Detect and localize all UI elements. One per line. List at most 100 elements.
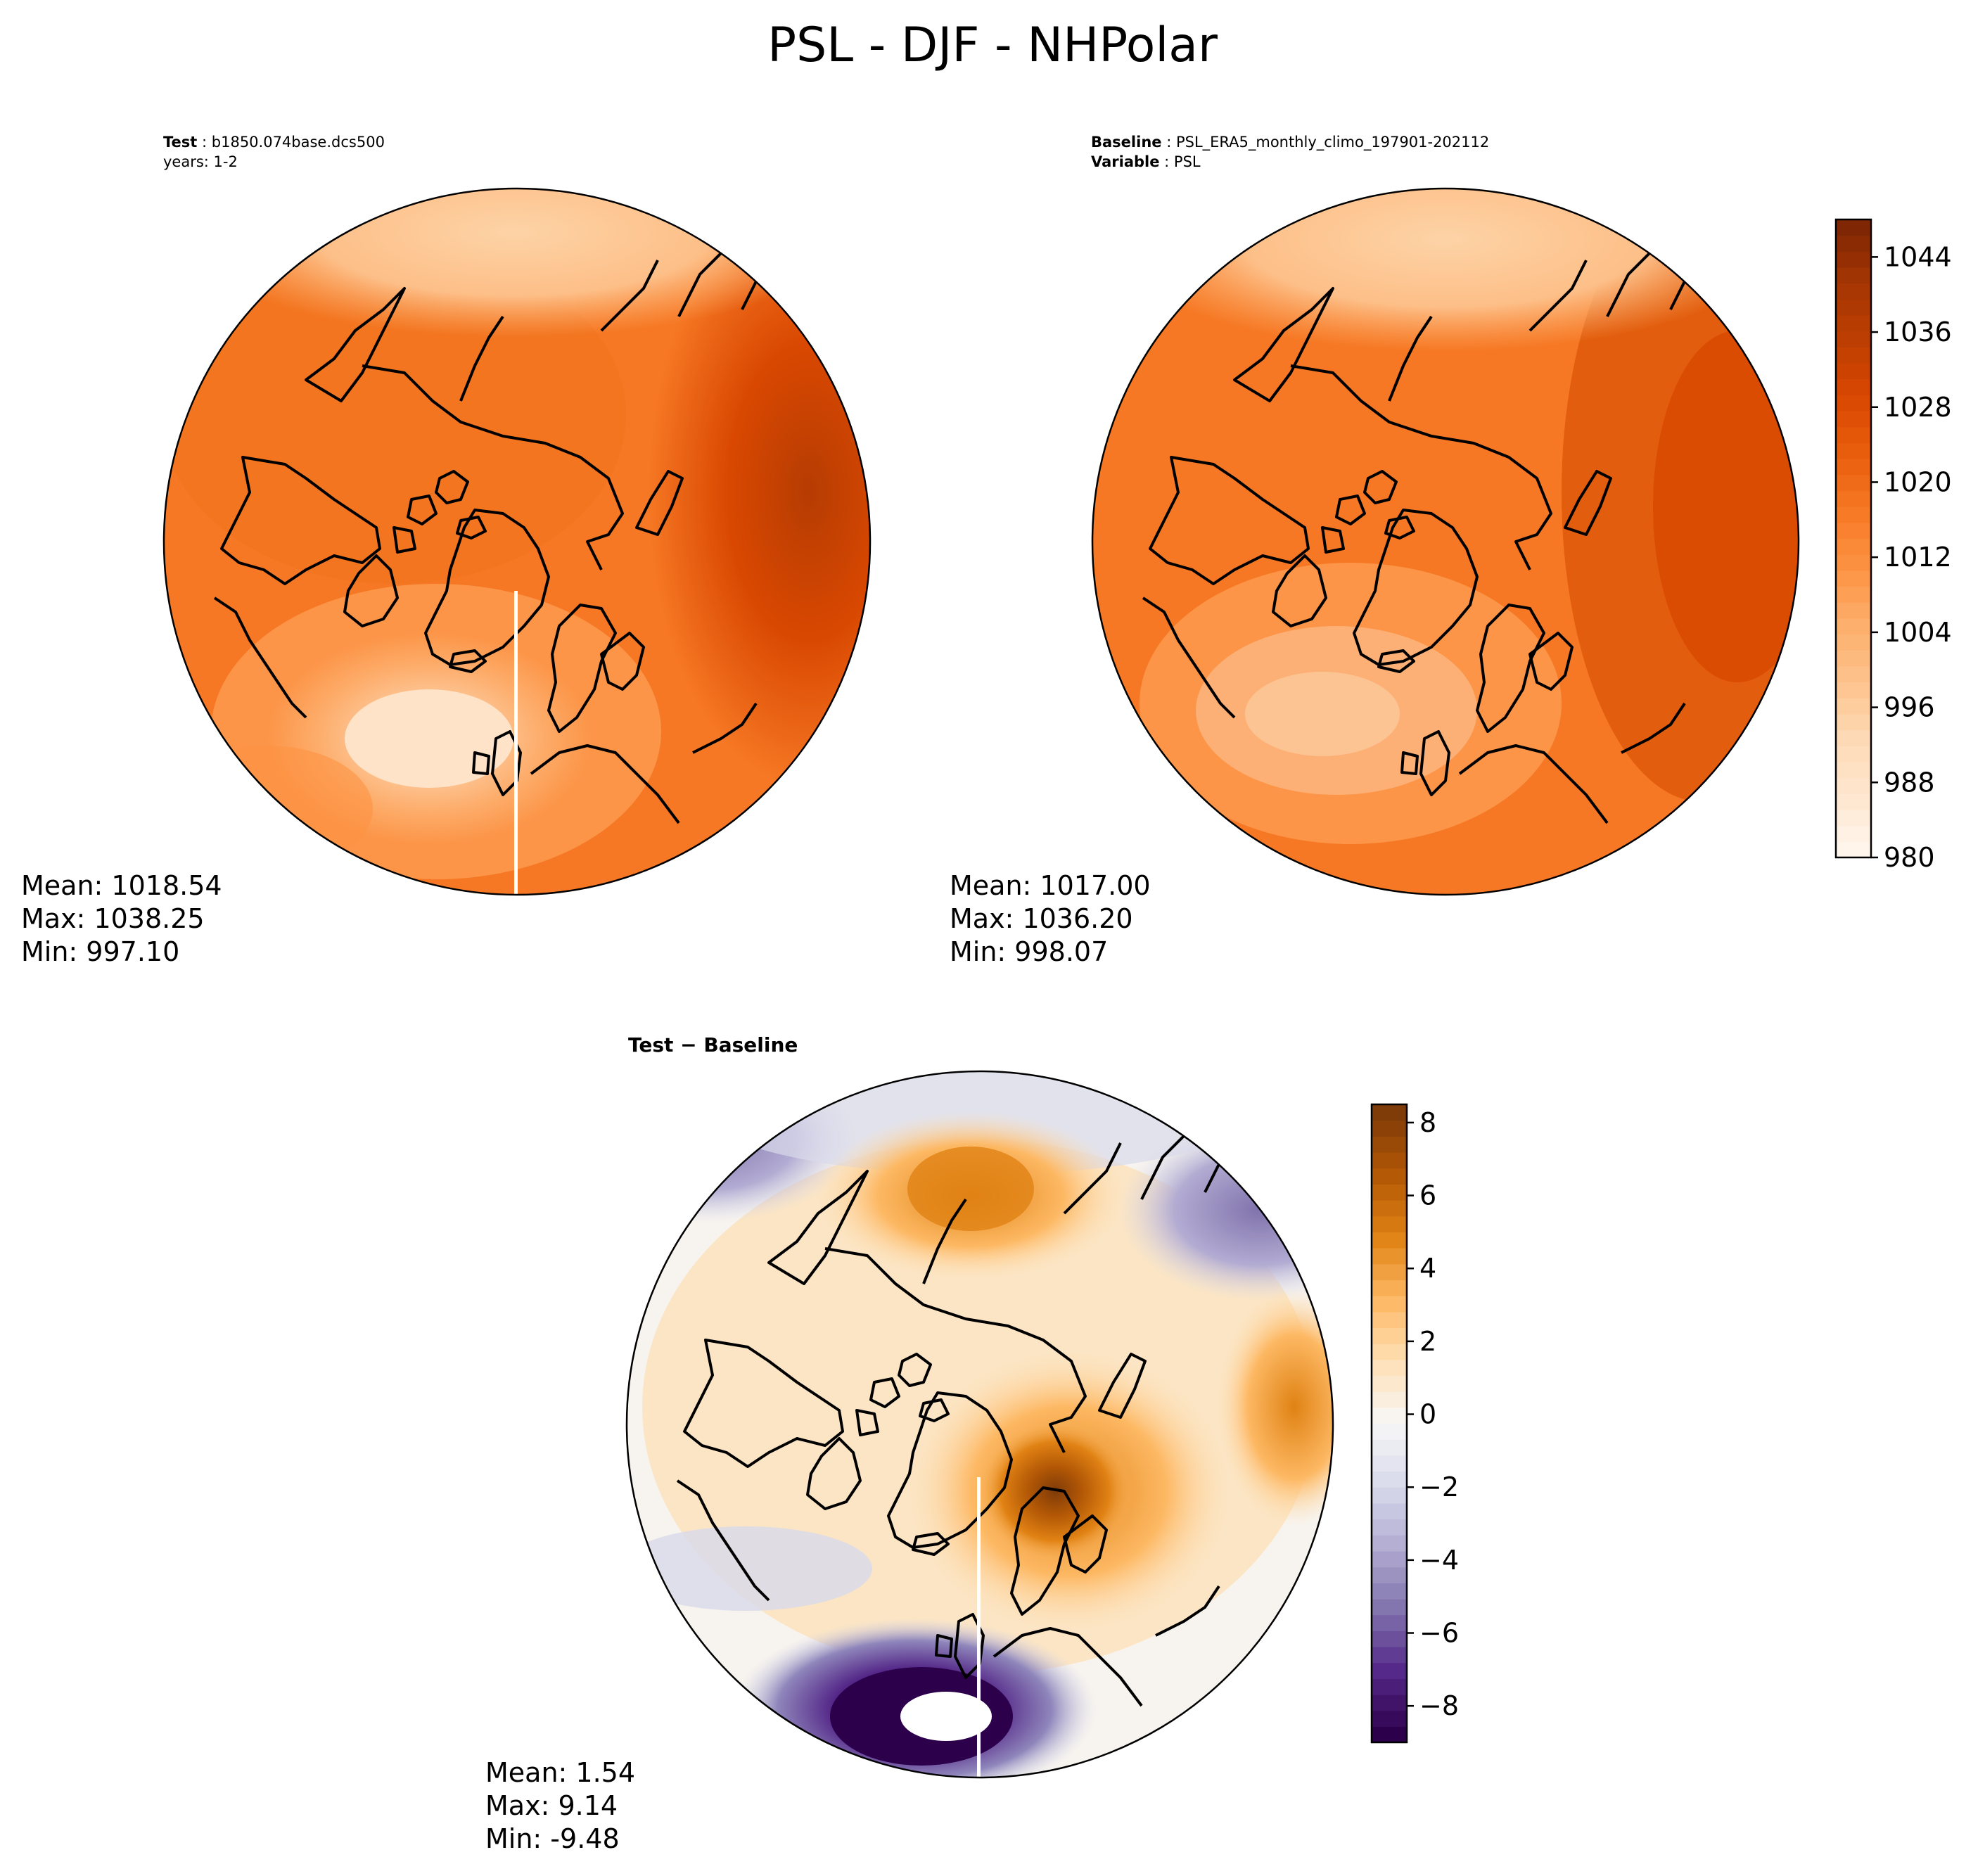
psl-colorbar-segment [1836,219,1871,236]
diff-max: Max: 9.14 [485,1790,618,1821]
diff-stats: Mean: 1.54 Max: 9.14 Min: -9.48 [485,1756,635,1856]
diff-colorbar-segment [1372,1344,1407,1360]
variable-label: Variable [1091,153,1160,170]
diff-colorbar-segment [1372,1710,1407,1727]
psl-colorbar-tick-label: 1004 [1884,617,1952,648]
psl-colorbar-segment [1836,347,1871,364]
psl-colorbar-segment [1836,698,1871,715]
psl-colorbar-segment [1836,618,1871,635]
psl-colorbar-segment [1836,426,1871,444]
diff-colorbar-segment [1372,1455,1407,1472]
diff-colorbar-tick-label: 0 [1419,1399,1436,1430]
test-stats: Mean: 1018.54 Max: 1038.25 Min: 997.10 [21,869,222,969]
psl-colorbar-segment [1836,713,1871,731]
psl-colorbar-segment [1836,474,1871,492]
psl-colorbar-segment [1836,315,1871,332]
diff-colorbar-segment [1372,1519,1407,1536]
baseline-mean: Mean: 1017.00 [950,870,1151,901]
baseline-case-name: PSL_ERA5_monthly_climo_197901-202112 [1175,134,1490,151]
diff-colorbar-segment [1372,1502,1407,1520]
psl-colorbar-segment [1836,251,1871,268]
psl-colorbar-segment [1836,459,1871,476]
diff-colorbar-segment [1372,1550,1407,1568]
psl-colorbar-tick-label: 996 [1884,692,1935,723]
baseline-case-line: Baseline : PSL_ERA5_monthly_climo_197901… [1091,132,1489,152]
diff-colorbar-tick-label: 8 [1419,1107,1436,1138]
psl-colorbar-segment [1836,602,1871,619]
diff-colorbar-segment [1372,1439,1407,1456]
variable-name: PSL [1173,153,1201,170]
diff-colorbar-segment [1372,1535,1407,1552]
baseline-label: Baseline [1091,134,1162,151]
psl-colorbar-segment [1836,395,1871,411]
psl-colorbar-segment [1836,665,1871,683]
diff-colorbar-segment [1372,1200,1407,1217]
diff-colorbar-segment [1372,1184,1407,1201]
diff-colorbar-segment [1372,1391,1407,1408]
psl-colorbar: 980 988 996 1004 1012 1020 1028 1036 1044 [1834,218,1952,873]
psl-colorbar-segment [1836,650,1871,667]
psl-colorbar-segment [1836,538,1871,555]
psl-colorbar-segment [1836,522,1871,540]
psl-colorbar-segment [1836,411,1871,428]
diff-colorbar: −8 −6 −4 −2 0 2 4 6 8 [1370,1103,1459,1744]
diff-colorbar-segment [1372,1359,1407,1377]
diff-mean: Mean: 1.54 [485,1757,636,1788]
diff-colorbar-segment [1372,1168,1407,1185]
psl-colorbar-frame [1834,218,1872,859]
psl-colorbar-segment [1836,793,1871,810]
diff-colorbar-frame [1370,1103,1408,1744]
psl-colorbar-tick-label: 1036 [1884,317,1952,347]
diff-colorbar-segment [1372,1248,1407,1265]
psl-colorbar-tick-label: 1044 [1884,241,1952,272]
diff-colorbar-segment [1372,1232,1407,1249]
diff-colorbar-segment [1372,1694,1407,1711]
diff-colorbar-segment [1372,1487,1407,1504]
diff-colorbar-segment [1372,1471,1407,1488]
test-label: Test [163,134,198,151]
diff-colorbar-segment [1372,1614,1407,1631]
baseline-stats: Mean: 1017.00 Max: 1036.20 Min: 998.07 [950,869,1151,969]
diff-colorbar-segment [1372,1296,1407,1313]
diff-colorbar-segment [1372,1583,1407,1600]
diff-colorbar-tick-label: −4 [1419,1545,1459,1576]
psl-colorbar-segment [1836,506,1871,523]
diff-colorbar-tick-label: 2 [1419,1326,1436,1357]
psl-colorbar-segment [1836,283,1871,300]
diff-colorbar-tick-label: 6 [1419,1180,1436,1211]
psl-colorbar-segment [1836,729,1871,746]
psl-colorbar-tick-label: 980 [1884,842,1935,873]
diff-colorbar-segment [1372,1662,1407,1679]
diff-panel-title: Test − Baseline [628,1033,798,1057]
diff-colorbar-segment [1372,1646,1407,1664]
test-max: Max: 1038.25 [21,903,205,934]
diff-colorbar-segment [1372,1280,1407,1296]
diff-colorbar-segment [1372,1566,1407,1583]
variable-separator: : [1159,153,1174,170]
psl-colorbar-segment [1836,634,1871,651]
diff-colorbar-segment [1372,1726,1407,1743]
diff-colorbar-segment [1372,1215,1407,1232]
psl-colorbar-segment [1836,570,1871,587]
diff-colorbar-segment [1372,1136,1407,1153]
psl-colorbar-segment [1836,331,1871,347]
baseline-separator: : [1161,134,1176,151]
psl-colorbar-tick-label: 1012 [1884,542,1952,573]
psl-colorbar-segment [1836,378,1871,396]
psl-colorbar-segment [1836,841,1871,858]
test-mean: Mean: 1018.54 [21,870,222,901]
psl-colorbar-segment [1836,490,1871,507]
test-case-name: b1850.074base.dcs500 [211,134,385,151]
diff-map [625,1070,1334,1779]
diff-colorbar-segment [1372,1631,1407,1647]
diff-colorbar-segment [1372,1311,1407,1329]
figure-title: PSL - DJF - NHPolar [767,18,1218,73]
psl-colorbar-segment [1836,363,1871,380]
diff-colorbar-tick-label: −8 [1419,1690,1459,1721]
psl-colorbar-segment [1836,267,1871,284]
psl-colorbar-segment [1836,586,1871,603]
diff-colorbar-segment [1372,1152,1407,1169]
baseline-panel-header: Baseline : PSL_ERA5_monthly_climo_197901… [1091,132,1489,172]
diff-colorbar-segment [1372,1120,1407,1137]
